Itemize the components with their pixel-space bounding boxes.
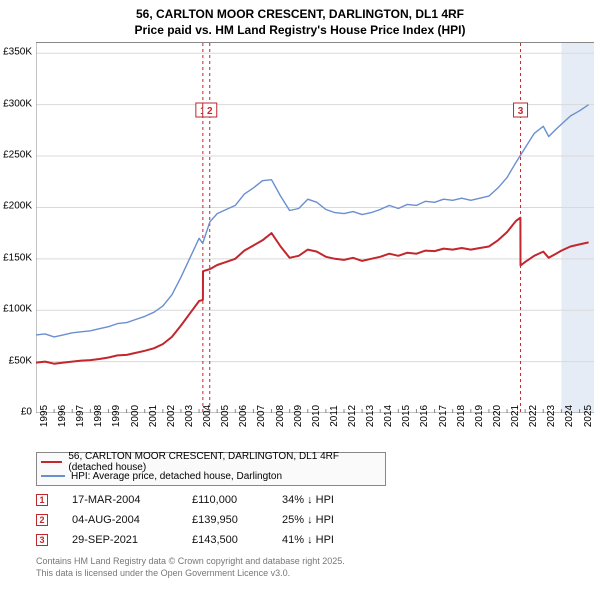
legend-label: HPI: Average price, detached house, Darl… — [71, 471, 282, 482]
legend-box: 56, CARLTON MOOR CRESCENT, DARLINGTON, D… — [36, 452, 386, 486]
x-tick-label: 2016 — [419, 405, 430, 427]
chart-title-line2: Price paid vs. HM Land Registry's House … — [0, 22, 600, 38]
sale-row: 3 29-SEP-2021£143,50041% ↓ HPI — [36, 530, 372, 550]
x-tick-label: 2012 — [347, 405, 358, 427]
x-tick-label: 2002 — [166, 405, 177, 427]
x-tick-label: 2003 — [184, 405, 195, 427]
legend-swatch — [41, 475, 65, 476]
sales-table: 1 17-MAR-2004£110,00034% ↓ HPI 2 04-AUG-200… — [36, 490, 372, 550]
x-tick-label: 2020 — [492, 405, 503, 427]
sale-row: 2 04-AUG-2004£139,95025% ↓ HPI — [36, 510, 372, 530]
sale-diff: 25% ↓ HPI — [282, 514, 372, 526]
x-tick-label: 2000 — [130, 405, 141, 427]
sale-date: 17-MAR-2004 — [72, 494, 192, 506]
chart-title-line1: 56, CARLTON MOOR CRESCENT, DARLINGTON, D… — [0, 6, 600, 22]
x-tick-label: 1995 — [39, 405, 50, 427]
x-axis: 1995199619971998199920002001200220032004… — [36, 414, 594, 450]
x-tick-label: 1997 — [75, 405, 86, 427]
x-tick-label: 2005 — [220, 405, 231, 427]
x-tick-label: 2025 — [583, 405, 594, 427]
x-tick-label: 1996 — [57, 405, 68, 427]
chart-svg: 123 — [36, 43, 594, 413]
x-tick-label: 2008 — [275, 405, 286, 427]
sale-date: 29-SEP-2021 — [72, 534, 192, 546]
sale-price: £139,950 — [192, 514, 282, 526]
x-tick-label: 2004 — [202, 405, 213, 427]
svg-text:2: 2 — [207, 106, 213, 117]
y-axis: £0£50K£100K£150K£200K£250K£300K£350K — [0, 42, 34, 412]
y-tick-label: £100K — [3, 304, 32, 315]
y-tick-label: £250K — [3, 150, 32, 161]
x-tick-label: 1998 — [93, 405, 104, 427]
legend-item: 56, CARLTON MOOR CRESCENT, DARLINGTON, D… — [41, 455, 381, 469]
x-tick-label: 2023 — [546, 405, 557, 427]
sale-row: 1 17-MAR-2004£110,00034% ↓ HPI — [36, 490, 372, 510]
x-tick-label: 2006 — [238, 405, 249, 427]
sale-price: £110,000 — [192, 494, 282, 506]
y-tick-label: £350K — [3, 47, 32, 58]
legend-swatch — [41, 461, 62, 463]
y-tick-label: £0 — [21, 407, 32, 418]
x-tick-label: 2010 — [311, 405, 322, 427]
y-tick-label: £50K — [9, 355, 32, 366]
sale-date: 04-AUG-2004 — [72, 514, 192, 526]
x-tick-label: 2013 — [365, 405, 376, 427]
x-tick-label: 2021 — [510, 405, 521, 427]
sale-price: £143,500 — [192, 534, 282, 546]
y-tick-label: £200K — [3, 201, 32, 212]
y-tick-label: £300K — [3, 98, 32, 109]
sale-diff: 34% ↓ HPI — [282, 494, 372, 506]
x-tick-label: 2022 — [528, 405, 539, 427]
y-tick-label: £150K — [3, 252, 32, 263]
x-tick-label: 2015 — [401, 405, 412, 427]
container: 56, CARLTON MOOR CRESCENT, DARLINGTON, D… — [0, 0, 600, 590]
sale-marker-box: 1 — [36, 494, 48, 506]
chart-plot-area: 123 — [36, 42, 594, 412]
sale-marker-box: 3 — [36, 534, 48, 546]
attribution: Contains HM Land Registry data © Crown c… — [36, 556, 345, 579]
x-tick-label: 2019 — [474, 405, 485, 427]
attribution-line2: This data is licensed under the Open Gov… — [36, 568, 345, 580]
x-tick-label: 2009 — [293, 405, 304, 427]
svg-text:3: 3 — [518, 106, 524, 117]
x-tick-label: 2017 — [438, 405, 449, 427]
x-tick-label: 2018 — [456, 405, 467, 427]
attribution-line1: Contains HM Land Registry data © Crown c… — [36, 556, 345, 568]
x-tick-label: 2001 — [148, 405, 159, 427]
chart-title-block: 56, CARLTON MOOR CRESCENT, DARLINGTON, D… — [0, 0, 600, 38]
x-tick-label: 2011 — [329, 405, 340, 427]
x-tick-label: 1999 — [111, 405, 122, 427]
sale-marker-box: 2 — [36, 514, 48, 526]
x-tick-label: 2014 — [383, 405, 394, 427]
x-tick-label: 2007 — [256, 405, 267, 427]
x-tick-label: 2024 — [564, 405, 575, 427]
sale-diff: 41% ↓ HPI — [282, 534, 372, 546]
